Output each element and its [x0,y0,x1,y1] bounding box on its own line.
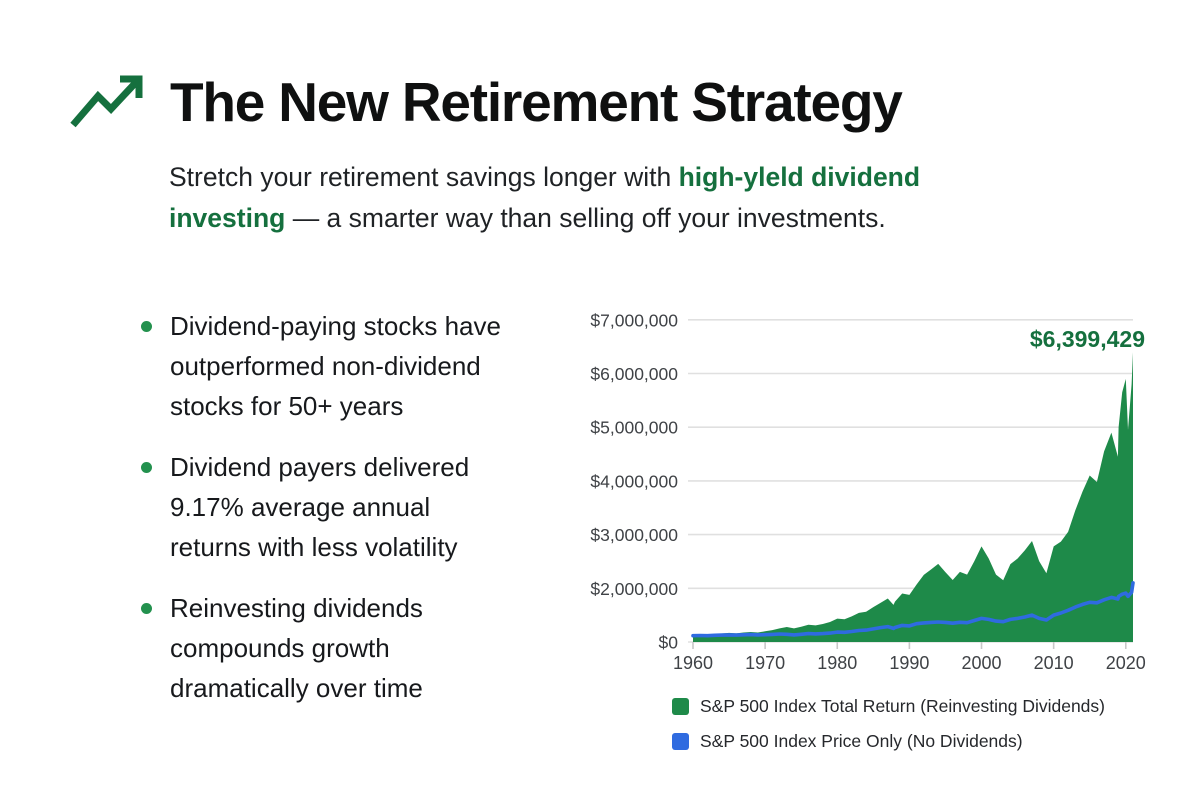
bullet-dot-icon [141,462,152,473]
x-tick-label: 1980 [817,653,857,673]
trend-up-arrow-icon [70,75,143,128]
bullet-dot-icon [141,603,152,614]
y-tick-label: $5,000,000 [590,418,678,438]
y-tick-label: $0 [659,633,679,653]
y-tick-label: $2,000,000 [590,579,678,599]
subtitle-highlight: high-yleld dividend investing [169,162,921,233]
subtitle-prefix: Stretch your retirement savings longer w… [169,162,679,192]
x-tick-label: 1960 [673,653,713,673]
bullet-item: Dividend payers delivered 9.17% average … [141,447,513,567]
x-tick-label: 1990 [889,653,929,673]
y-tick-label: $7,000,000 [590,310,678,330]
total-return-area [693,352,1133,642]
bullet-item: Dividend-paying stocks have outperformed… [141,306,513,426]
page-title: The New Retirement Strategy [170,71,903,133]
y-tick-label: $4,000,000 [590,471,678,491]
price-only-line [691,581,1135,638]
bullet-item: Reinvesting dividends compounds growth d… [141,588,513,708]
bullet-text: Dividend payers delivered 9.17% average … [170,452,470,562]
chart-plot-area: $7,000,000 $6,000,000 $5,000,000 $4,000,000… [590,310,1146,673]
legend-item-price-only: S&P 500 Index Price Only (No Dividends) [672,731,1180,752]
y-tick-label: $6,000,000 [590,364,678,384]
x-tick-label: 2000 [962,653,1002,673]
subtitle: Stretch your retirement savings longer w… [169,157,1039,239]
legend-label: S&P 500 Index Price Only (No Dividends) [700,731,1023,751]
x-tick-label: 2010 [1034,653,1074,673]
total-return-swatch-icon [672,698,689,715]
y-tick-label: $3,000,000 [590,525,678,545]
bullet-list: Dividend-paying stocks have outperformed… [141,306,513,729]
subtitle-suffix: — a smarter way than selling off your in… [285,203,886,233]
sp500-growth-chart: $7,000,000 $6,000,000 $5,000,000 $4,000,000… [560,300,1180,766]
bullet-text: Reinvesting dividends compounds growth d… [170,593,423,703]
price-only-swatch-icon [672,733,689,750]
bullet-dot-icon [141,321,152,332]
bullet-text: Dividend-paying stocks have outperformed… [170,311,501,421]
legend-label: S&P 500 Index Total Return (Reinvesting … [700,696,1105,716]
peak-value-annotation: $6,399,429 [1030,326,1145,352]
chart-legend: S&P 500 Index Total Return (Reinvesting … [672,696,1180,752]
legend-item-total-return: S&P 500 Index Total Return (Reinvesting … [672,696,1180,717]
x-tick-label: 2020 [1106,653,1146,673]
x-tick-label: 1970 [745,653,785,673]
